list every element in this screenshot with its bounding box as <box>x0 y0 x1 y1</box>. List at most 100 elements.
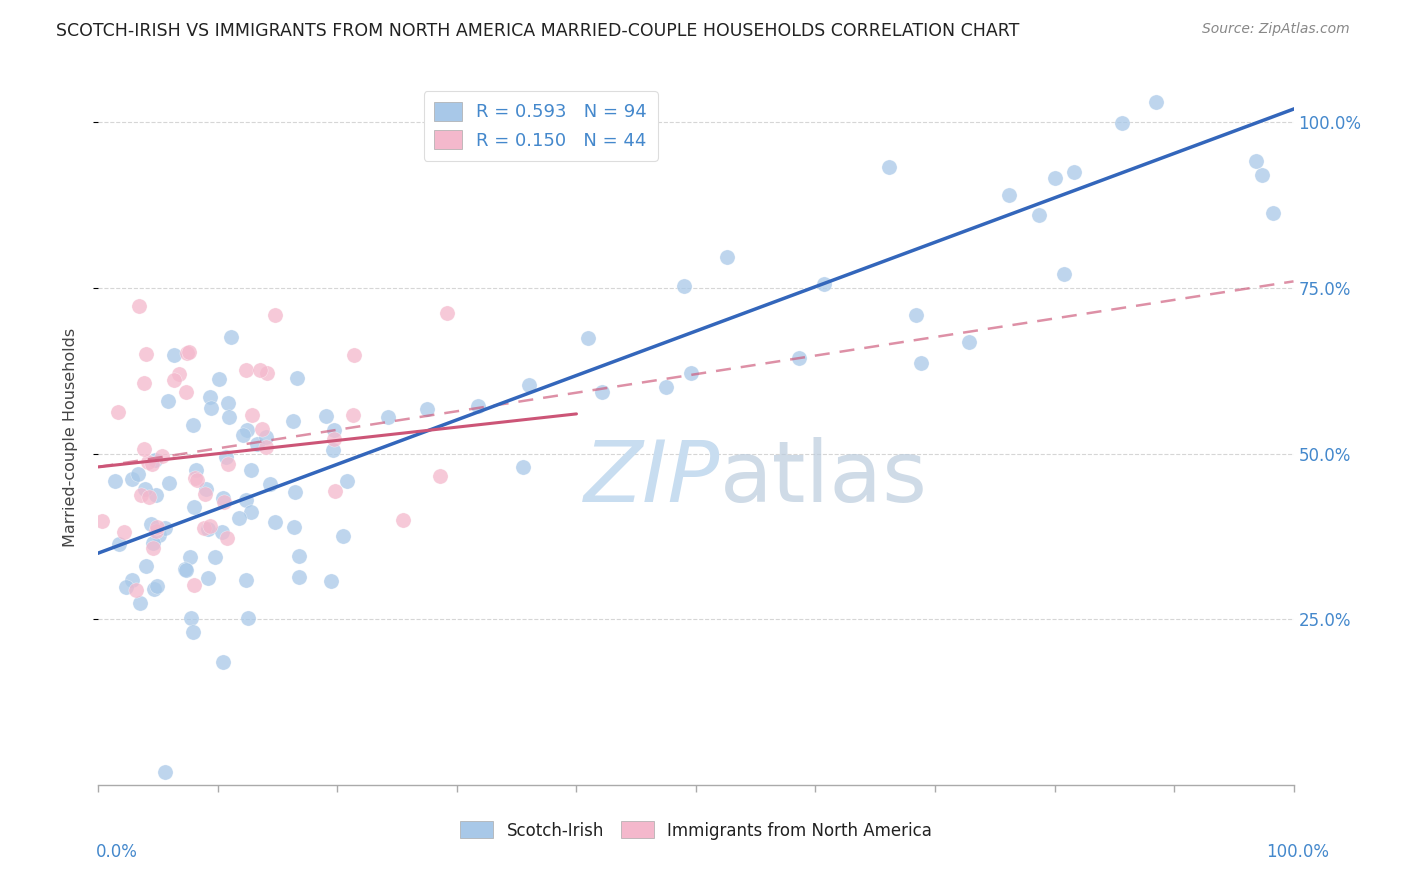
Text: 0.0%: 0.0% <box>96 843 138 861</box>
Point <box>217 396 239 410</box>
Point <box>132 376 155 390</box>
Point <box>877 161 900 175</box>
Point <box>240 409 263 423</box>
Point <box>284 485 307 500</box>
Point <box>512 459 534 474</box>
Point <box>208 371 231 385</box>
Point <box>288 549 311 564</box>
Point <box>281 415 304 429</box>
Text: ZIP: ZIP <box>583 437 720 520</box>
Point <box>138 490 160 504</box>
Point <box>180 611 202 625</box>
Point <box>183 500 205 515</box>
Point <box>323 484 346 499</box>
Point <box>787 351 810 366</box>
Point <box>91 514 114 528</box>
Point <box>264 308 287 322</box>
Point <box>198 519 221 533</box>
Point <box>129 488 152 502</box>
Point <box>218 409 240 424</box>
Point <box>186 463 208 477</box>
Point <box>211 524 233 539</box>
Point <box>214 450 236 465</box>
Point <box>157 476 180 491</box>
Legend: Scotch-Irish, Immigrants from North America: Scotch-Irish, Immigrants from North Amer… <box>453 814 939 847</box>
Point <box>145 453 167 467</box>
Point <box>179 344 201 359</box>
Point <box>145 524 167 538</box>
Point <box>181 624 204 639</box>
Point <box>108 536 131 550</box>
Point <box>246 437 269 451</box>
Text: Source: ZipAtlas.com: Source: ZipAtlas.com <box>1202 22 1350 37</box>
Point <box>193 521 215 535</box>
Text: SCOTCH-IRISH VS IMMIGRANTS FROM NORTH AMERICA MARRIED-COUPLE HOUSEHOLDS CORRELAT: SCOTCH-IRISH VS IMMIGRANTS FROM NORTH AM… <box>56 22 1019 40</box>
Point <box>235 492 257 507</box>
Point <box>235 363 257 377</box>
Point <box>121 573 143 587</box>
Point <box>377 409 399 424</box>
Point <box>104 475 127 489</box>
Point <box>716 250 738 264</box>
Point <box>910 356 932 370</box>
Point <box>1144 95 1167 110</box>
Point <box>114 524 136 539</box>
Point <box>173 562 195 576</box>
Point <box>194 487 217 501</box>
Point <box>200 390 222 404</box>
Point <box>236 423 259 437</box>
Point <box>322 433 344 447</box>
Point <box>125 582 148 597</box>
Point <box>232 427 254 442</box>
Point <box>1263 206 1285 220</box>
Point <box>150 449 173 463</box>
Point <box>135 559 157 574</box>
Text: 100.0%: 100.0% <box>1265 843 1329 861</box>
Point <box>576 331 599 345</box>
Point <box>197 571 219 585</box>
Point <box>212 655 235 669</box>
Point <box>141 458 163 472</box>
Point <box>169 367 191 381</box>
Point <box>132 442 155 457</box>
Y-axis label: Married-couple Households: Married-couple Households <box>63 327 77 547</box>
Point <box>332 529 354 543</box>
Point <box>142 536 165 550</box>
Point <box>250 421 273 435</box>
Point <box>179 550 201 565</box>
Point <box>343 348 366 362</box>
Point <box>655 380 678 394</box>
Point <box>184 471 207 485</box>
Point <box>256 366 278 380</box>
Point <box>176 384 198 399</box>
Point <box>204 549 226 564</box>
Point <box>1244 153 1267 168</box>
Point <box>323 423 346 437</box>
Point <box>157 394 180 409</box>
Point <box>240 505 263 519</box>
Point <box>672 278 695 293</box>
Point <box>285 371 308 385</box>
Point <box>145 488 167 502</box>
Point <box>127 467 149 481</box>
Point <box>1028 208 1050 222</box>
Point <box>1053 267 1076 281</box>
Point <box>176 345 198 359</box>
Point <box>235 573 257 587</box>
Point <box>321 574 343 588</box>
Point <box>957 334 980 349</box>
Point <box>107 404 129 418</box>
Point <box>134 482 156 496</box>
Point <box>186 473 208 487</box>
Point <box>436 306 458 320</box>
Point <box>142 541 165 556</box>
Point <box>217 457 239 471</box>
Point <box>264 516 287 530</box>
Point <box>254 430 277 444</box>
Point <box>342 409 364 423</box>
Point <box>138 455 160 469</box>
Point <box>228 511 250 525</box>
Point <box>415 401 437 416</box>
Point <box>315 409 337 423</box>
Point <box>139 517 162 532</box>
